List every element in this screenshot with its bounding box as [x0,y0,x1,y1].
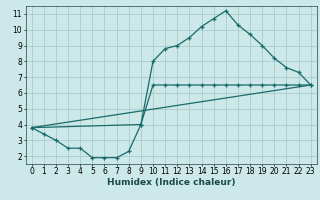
X-axis label: Humidex (Indice chaleur): Humidex (Indice chaleur) [107,178,236,187]
